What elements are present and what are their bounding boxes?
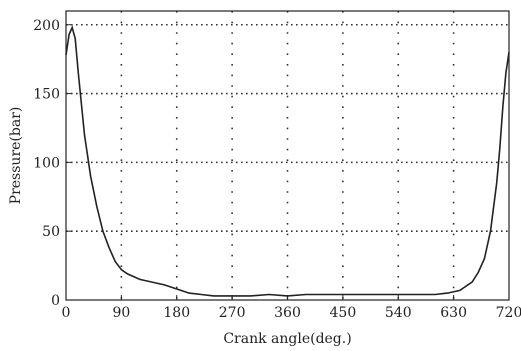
y-axis-title: Pressure(bar)	[8, 107, 24, 205]
y-tick-label: 100	[33, 155, 60, 171]
y-tick-label: 200	[33, 18, 60, 34]
axis-ticks	[65, 24, 510, 301]
y-tick-label: 0	[51, 293, 60, 309]
x-tick-label: 360	[274, 305, 301, 321]
x-tick-label: 90	[112, 305, 130, 321]
x-tick-label: 270	[219, 305, 246, 321]
y-tick-label: 150	[33, 87, 60, 103]
y-tick-label: 50	[42, 224, 60, 240]
x-tick-label: 720	[496, 305, 521, 321]
grid	[66, 11, 509, 300]
x-tick-label: 180	[163, 305, 190, 321]
x-tick-label: 450	[330, 305, 357, 321]
x-axis-title: Crank angle(deg.)	[223, 331, 351, 347]
tick-labels: 0 90 180 270 360 450 540 630 720 0 50 100 150 200	[33, 18, 521, 321]
x-tick-label: 540	[385, 305, 412, 321]
x-tick-label: 0	[62, 305, 71, 321]
x-tick-label: 630	[440, 305, 467, 321]
pressure-series-line	[65, 25, 510, 297]
